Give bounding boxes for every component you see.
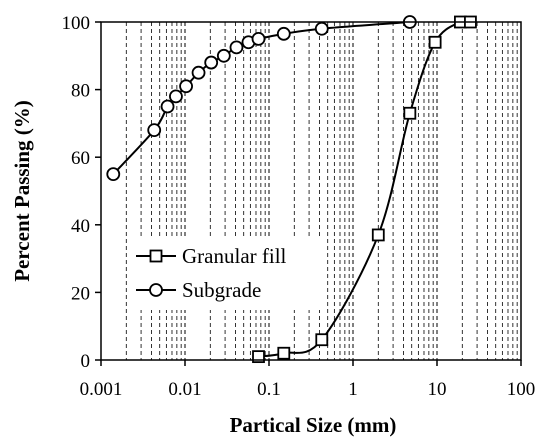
x-tick-label: 1 xyxy=(348,379,358,400)
data-point-circle xyxy=(160,99,175,114)
data-point-circle xyxy=(147,123,162,138)
y-tick-label: 0 xyxy=(81,351,91,372)
y-tick-label: 20 xyxy=(71,283,90,304)
data-point-circle xyxy=(216,48,231,63)
data-point-square xyxy=(252,350,265,364)
data-point-circle xyxy=(179,79,193,94)
data-point-square xyxy=(277,346,291,360)
legend: Granular fill Subgrade xyxy=(130,236,326,310)
x-tick-label: 0.01 xyxy=(168,379,201,400)
data-markers xyxy=(106,15,477,364)
data-point-circle xyxy=(276,26,291,41)
legend-marker-subgrade xyxy=(149,283,163,297)
legend-label-granular-fill: Granular fill xyxy=(182,244,287,268)
y-axis-title: Percent Passing (%) xyxy=(10,100,34,282)
data-point-circle xyxy=(169,89,183,104)
legend-background xyxy=(130,236,326,310)
axis-ticks xyxy=(95,21,522,366)
x-tick-label: 0.1 xyxy=(257,379,281,400)
data-point-circle xyxy=(229,40,244,55)
data-point-circle xyxy=(314,21,329,36)
data-point-circle xyxy=(191,65,206,80)
data-point-circle xyxy=(251,32,266,46)
legend-label-subgrade: Subgrade xyxy=(182,278,261,302)
legend-marker-granular-fill xyxy=(149,249,163,263)
data-point-square xyxy=(428,35,442,49)
x-tick-label: 0.001 xyxy=(80,379,123,400)
data-point-circle xyxy=(106,167,121,182)
x-tick-label: 10 xyxy=(428,379,447,400)
data-point-circle xyxy=(204,55,219,70)
x-tick-label: 100 xyxy=(507,379,536,400)
data-point-square xyxy=(371,228,385,242)
y-tick-label: 60 xyxy=(71,148,90,169)
y-tick-label: 80 xyxy=(71,81,90,102)
x-axis-title: Partical Size (mm) xyxy=(230,413,397,437)
data-point-square xyxy=(315,333,329,347)
tick-labels: 0.001 0.01 0.1 1 10 100 0 20 40 60 80 100 xyxy=(62,13,536,400)
y-tick-label: 40 xyxy=(71,216,90,237)
data-point-square xyxy=(403,106,417,120)
y-tick-label: 100 xyxy=(62,13,91,34)
plot-frame xyxy=(100,21,522,361)
